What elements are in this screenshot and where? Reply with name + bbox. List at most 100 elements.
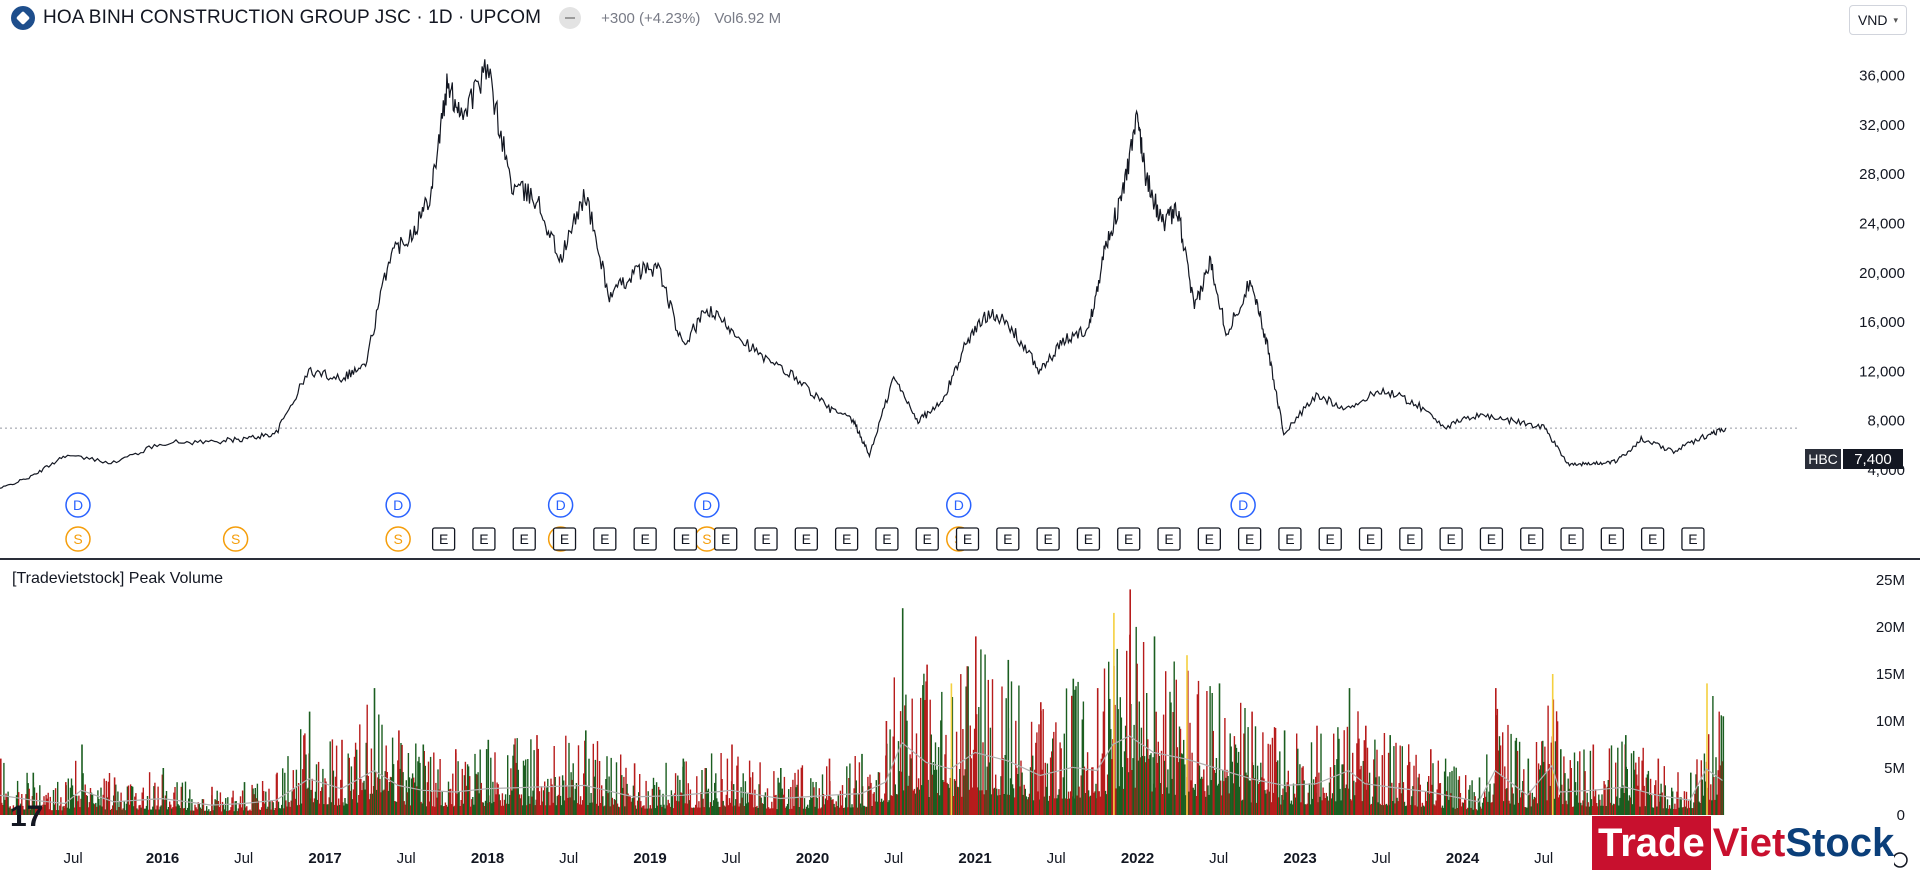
volume-peak-bar	[0, 758, 2, 815]
volume-bar	[521, 805, 524, 815]
volume-bar	[115, 784, 117, 815]
volume-bar	[1615, 762, 1617, 815]
volume-bar	[376, 789, 378, 815]
volume-bar	[550, 778, 552, 815]
volume-bar	[1169, 691, 1171, 815]
volume-bar	[385, 745, 387, 815]
volume-bar	[352, 789, 355, 815]
time-tick-label: 2017	[308, 850, 341, 867]
time-tick-label: 2019	[633, 850, 666, 867]
volume-bar	[723, 805, 725, 815]
volume-bar	[1686, 808, 1689, 815]
volume-bar	[569, 797, 571, 815]
volume-bar	[320, 791, 322, 815]
volume-bar	[296, 805, 299, 815]
volume-bar	[1585, 806, 1587, 815]
volume-bar	[434, 806, 436, 815]
volume-bar	[1041, 769, 1043, 815]
price-badge	[1843, 449, 1903, 469]
volume-bar	[1452, 807, 1454, 815]
volume-bar	[1018, 685, 1020, 815]
volume-bar	[1011, 784, 1014, 815]
price-tick-label: 16,000	[1859, 314, 1905, 331]
volume-bar	[1234, 744, 1237, 815]
volume-bar	[1475, 809, 1477, 815]
volume-bar	[264, 803, 266, 815]
volume-bar	[631, 798, 633, 815]
volume-bar	[529, 803, 531, 815]
volume-bar	[789, 809, 791, 815]
volume-bar	[1483, 798, 1485, 815]
volume-bar	[1298, 783, 1300, 815]
volume-bar	[748, 760, 751, 815]
volume-panel-title[interactable]: [Tradevietstock] Peak Volume	[12, 570, 224, 587]
volume-bar	[1166, 787, 1168, 815]
volume-bar	[1100, 758, 1102, 815]
earnings-marker-label: E	[1164, 531, 1173, 547]
volume-bar	[1157, 741, 1159, 815]
volume-bar	[313, 798, 316, 815]
volume-bar	[1678, 807, 1680, 815]
volume-bar	[542, 790, 545, 815]
volume-bar	[1416, 806, 1418, 815]
volume-bar	[1488, 791, 1490, 815]
volume-bar	[331, 739, 334, 815]
volume-bar	[1418, 773, 1420, 815]
symbol-title[interactable]: HOA BINH CONSTRUCTION GROUP JSC · 1D · U…	[43, 7, 542, 28]
volume-bar	[1177, 762, 1180, 815]
volume-bar	[767, 807, 770, 815]
volume-bar	[178, 805, 180, 815]
volume-bar	[1309, 804, 1312, 815]
volume-bar	[714, 782, 716, 815]
volume-bar	[511, 790, 513, 815]
volume-bar	[146, 796, 149, 815]
market-status-icon[interactable]	[559, 7, 582, 29]
volume-bar	[948, 787, 950, 815]
volume-bar	[1620, 788, 1622, 815]
volume-bar	[1398, 783, 1400, 815]
volume-bar	[1578, 802, 1580, 815]
volume-bar	[736, 765, 738, 815]
volume-bar	[499, 800, 501, 815]
volume-bar	[1092, 767, 1094, 815]
volume-bar	[1428, 776, 1430, 815]
volume-peak-bar	[901, 608, 904, 815]
volume-bar	[1158, 755, 1161, 815]
volume-bar	[832, 799, 834, 815]
volume-bar	[1635, 762, 1637, 815]
volume-bar	[1496, 708, 1499, 815]
volume-bar	[758, 784, 760, 815]
volume-bar	[1721, 761, 1724, 815]
volume-peak-bar	[1592, 744, 1595, 815]
earnings-marker-label: E	[1608, 531, 1617, 547]
volume-bar	[1441, 805, 1444, 815]
volume-bar	[1640, 791, 1642, 815]
volume-bar	[1524, 807, 1526, 815]
tradingview-logo[interactable]: 17	[10, 800, 44, 833]
volume-bar	[807, 804, 809, 815]
volume-bar	[1503, 801, 1505, 815]
time-tick-label: Jul	[64, 850, 83, 867]
volume-bar	[28, 788, 30, 815]
volume-bar	[691, 807, 694, 815]
volume-bar	[1265, 793, 1267, 815]
volume-bar	[1423, 806, 1426, 815]
volume-bar	[1397, 801, 1399, 815]
volume-bar	[1022, 794, 1024, 815]
company-logo-icon[interactable]	[11, 6, 35, 30]
volume-bar	[1381, 755, 1383, 815]
earnings-marker	[552, 527, 577, 551]
earnings-marker-label: E	[1446, 531, 1455, 547]
currency-dropdown[interactable]: VND ▾	[1849, 5, 1907, 35]
time-tick-label: 2022	[1121, 850, 1154, 867]
volume-bar	[409, 805, 412, 815]
volume-bar	[817, 808, 819, 815]
volume-bar	[1266, 789, 1268, 815]
volume-bar	[1599, 799, 1601, 815]
volume-bar	[321, 787, 323, 815]
volume-bar	[984, 654, 986, 815]
volume-bar	[1677, 772, 1679, 815]
volume-bar	[100, 787, 102, 815]
volume-bar	[853, 788, 855, 815]
